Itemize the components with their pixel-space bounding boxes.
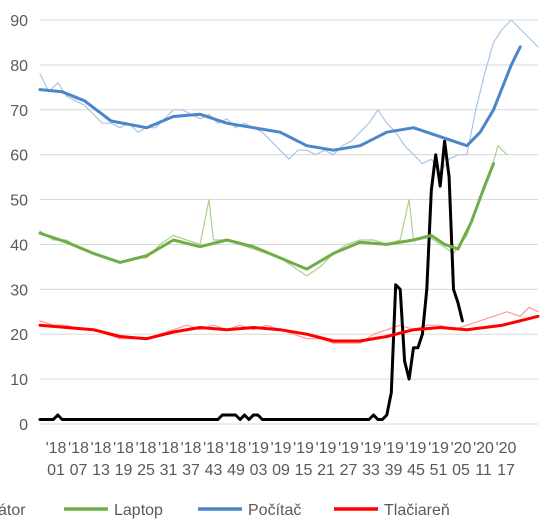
x-tick-year: '20 bbox=[451, 440, 472, 457]
x-tick-week: 15 bbox=[295, 462, 313, 479]
y-tick-label: 70 bbox=[10, 103, 28, 120]
x-tick-year: '18 bbox=[181, 440, 202, 457]
x-tick-year: '19 bbox=[316, 440, 337, 457]
x-tick-week: 45 bbox=[407, 462, 425, 479]
x-tick-year: '19 bbox=[361, 440, 382, 457]
x-tick-year: '19 bbox=[428, 440, 449, 457]
y-tick-label: 60 bbox=[10, 148, 28, 165]
x-tick-year: '19 bbox=[338, 440, 359, 457]
x-tick-week: 03 bbox=[250, 462, 268, 479]
x-tick-year: '19 bbox=[406, 440, 427, 457]
series-line-5 bbox=[38, 314, 540, 343]
y-axis-ticks: 0 10 20 30 40 50 60 70 80 90 bbox=[10, 13, 28, 434]
legend-label: Laptop bbox=[114, 502, 163, 519]
x-tick-week: 39 bbox=[385, 462, 403, 479]
series-line-0 bbox=[38, 139, 464, 421]
x-tick-year: '20 bbox=[496, 440, 517, 457]
x-tick-week: 05 bbox=[452, 462, 470, 479]
series-line-6 bbox=[39, 306, 539, 344]
x-tick-week: 33 bbox=[362, 462, 380, 479]
x-tick-week: 43 bbox=[205, 462, 223, 479]
x-tick-week: 19 bbox=[115, 462, 133, 479]
x-tick-week: 49 bbox=[227, 462, 245, 479]
x-tick-year: '19 bbox=[271, 440, 292, 457]
x-tick-week: 13 bbox=[92, 462, 110, 479]
x-tick-year: '18 bbox=[113, 440, 134, 457]
x-tick-year: '20 bbox=[473, 440, 494, 457]
series-line-1 bbox=[38, 162, 495, 271]
legend: átor Laptop Počítač Tlačiareň bbox=[0, 502, 450, 519]
y-tick-label: 10 bbox=[10, 372, 28, 389]
x-tick-week: 07 bbox=[70, 462, 88, 479]
x-tick-week: 11 bbox=[475, 462, 492, 479]
x-tick-year: '19 bbox=[248, 440, 269, 457]
y-tick-label: 0 bbox=[19, 417, 28, 434]
y-tick-label: 80 bbox=[10, 58, 28, 75]
series-lines bbox=[38, 19, 540, 421]
x-tick-week: 01 bbox=[47, 462, 65, 479]
x-tick-week: 27 bbox=[340, 462, 358, 479]
x-tick-week: 17 bbox=[497, 462, 515, 479]
x-tick-year: '19 bbox=[293, 440, 314, 457]
x-tick-year: '18 bbox=[226, 440, 247, 457]
x-tick-year: '18 bbox=[203, 440, 224, 457]
x-tick-week: 25 bbox=[137, 462, 155, 479]
gridlines bbox=[40, 19, 538, 425]
y-tick-label: 30 bbox=[10, 282, 28, 299]
x-tick-week: 21 bbox=[317, 462, 335, 479]
x-tick-year: '18 bbox=[46, 440, 67, 457]
legend-label: Tlačiareň bbox=[384, 502, 450, 519]
x-tick-year: '18 bbox=[68, 440, 89, 457]
y-tick-label: 90 bbox=[10, 13, 28, 30]
x-tick-week: 31 bbox=[160, 462, 178, 479]
x-axis-ticks: '1801'1807'1813'1819'1825'1831'1837'1843… bbox=[46, 440, 517, 479]
x-tick-year: '19 bbox=[383, 440, 404, 457]
legend-label: Počítač bbox=[248, 502, 301, 519]
y-tick-label: 20 bbox=[10, 327, 28, 344]
x-tick-week: 51 bbox=[430, 462, 448, 479]
x-tick-week: 37 bbox=[182, 462, 200, 479]
y-tick-label: 40 bbox=[10, 237, 28, 254]
x-tick-week: 09 bbox=[272, 462, 290, 479]
series-line-4 bbox=[39, 19, 539, 174]
x-tick-year: '18 bbox=[136, 440, 157, 457]
x-tick-year: '18 bbox=[91, 440, 112, 457]
legend-label: átor bbox=[0, 502, 26, 519]
y-tick-label: 50 bbox=[10, 193, 28, 210]
x-tick-year: '18 bbox=[158, 440, 179, 457]
series-line-3 bbox=[38, 45, 522, 152]
